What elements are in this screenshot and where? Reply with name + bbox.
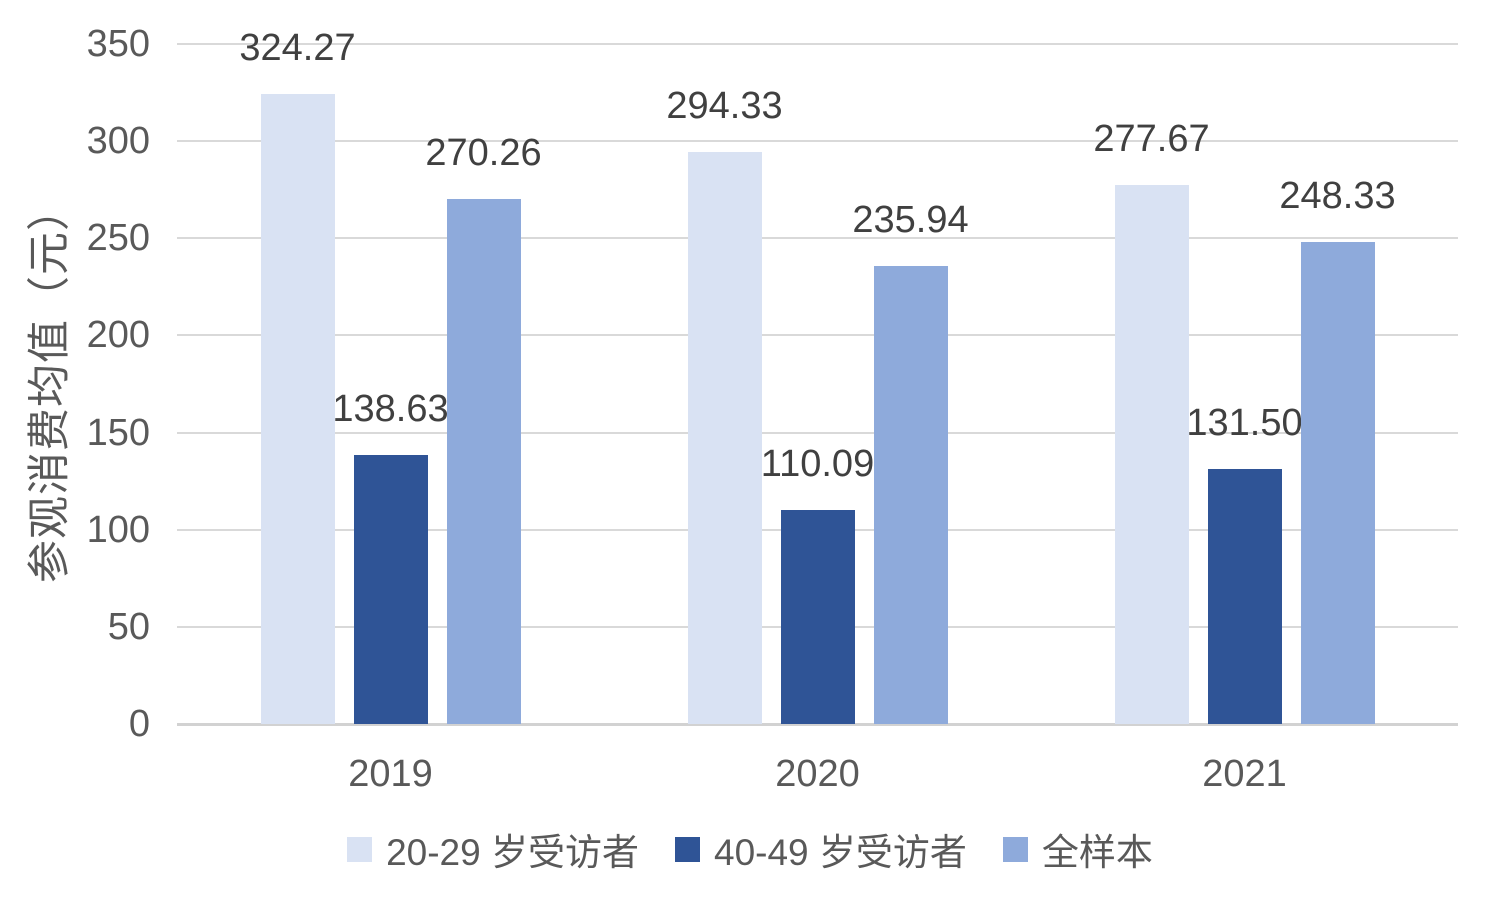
bar <box>873 265 948 724</box>
data-label: 277.67 <box>1093 117 1210 160</box>
y-tick-label: 50 <box>107 605 150 648</box>
data-label: 248.33 <box>1279 174 1396 217</box>
legend-item: 20-29 岁受访者 <box>347 822 639 876</box>
legend-item: 40-49 岁受访者 <box>675 822 967 876</box>
bar <box>1300 241 1375 724</box>
legend-swatch <box>675 836 700 862</box>
legend-label: 20-29 岁受访者 <box>386 832 639 873</box>
data-label: 131.50 <box>1186 401 1303 444</box>
data-label: 110.09 <box>760 443 875 486</box>
gridline <box>177 237 1458 240</box>
legend-item: 全样本 <box>1002 822 1153 876</box>
bar <box>1207 468 1282 724</box>
y-tick-label: 0 <box>128 703 150 745</box>
bar <box>446 198 521 724</box>
y-tick-label: 350 <box>86 23 150 65</box>
x-tick-label: 2020 <box>775 753 860 795</box>
y-tick-label: 150 <box>86 411 150 454</box>
legend-swatch <box>347 836 373 862</box>
bar-slot: 270.26 <box>425 44 542 724</box>
gridline <box>177 334 1458 337</box>
plot-area: 324.27 138.63 270.26 294.33 110.09 235.94 277.… <box>177 27 1458 726</box>
bar-slot: 294.33 <box>666 44 783 724</box>
data-label: 294.33 <box>666 85 783 128</box>
data-label: 324.27 <box>239 27 356 69</box>
x-tick-label: 2021 <box>1202 753 1287 795</box>
bar <box>780 510 855 724</box>
bar <box>260 94 335 724</box>
legend-label: 全样本 <box>1041 832 1153 873</box>
x-axis-labels: 2019 2020 2021 <box>177 752 1458 800</box>
y-tick-label: 200 <box>86 314 150 357</box>
data-label: 235.94 <box>852 198 969 241</box>
legend-swatch <box>1002 836 1028 862</box>
y-tick-label: 250 <box>86 217 150 260</box>
bar-slot: 324.27 <box>239 27 356 724</box>
bar <box>687 152 762 724</box>
legend-label: 40-49 岁受访者 <box>714 832 967 873</box>
gridline <box>177 723 1458 726</box>
gridline <box>177 43 1458 45</box>
gridline <box>177 431 1458 434</box>
bar <box>1114 184 1189 724</box>
bar-slot: 131.50 <box>1186 44 1303 724</box>
bar-slot: 235.94 <box>852 44 969 724</box>
bar <box>353 454 428 724</box>
bar-slot: 110.09 <box>761 44 874 724</box>
y-tick-label: 100 <box>86 508 150 551</box>
data-label: 270.26 <box>425 131 542 174</box>
legend: 20-29 岁受访者 40-49 岁受访者 全样本 <box>0 826 1500 873</box>
x-tick-label: 2019 <box>348 753 433 795</box>
bar-slot: 138.63 <box>332 44 449 724</box>
bar-slot: 277.67 <box>1093 44 1210 724</box>
bar-group: 294.33 110.09 235.94 <box>604 44 1031 724</box>
bar-group: 324.27 138.63 270.26 <box>177 27 604 724</box>
bar-slot: 248.33 <box>1279 44 1396 724</box>
y-axis-ticks: 0 50 100 150 200 250 300 350 <box>0 23 150 745</box>
bar-group: 277.67 131.50 248.33 <box>1031 44 1458 724</box>
data-label: 138.63 <box>332 387 449 430</box>
y-tick-label: 300 <box>86 120 150 163</box>
gridline <box>177 140 1458 143</box>
